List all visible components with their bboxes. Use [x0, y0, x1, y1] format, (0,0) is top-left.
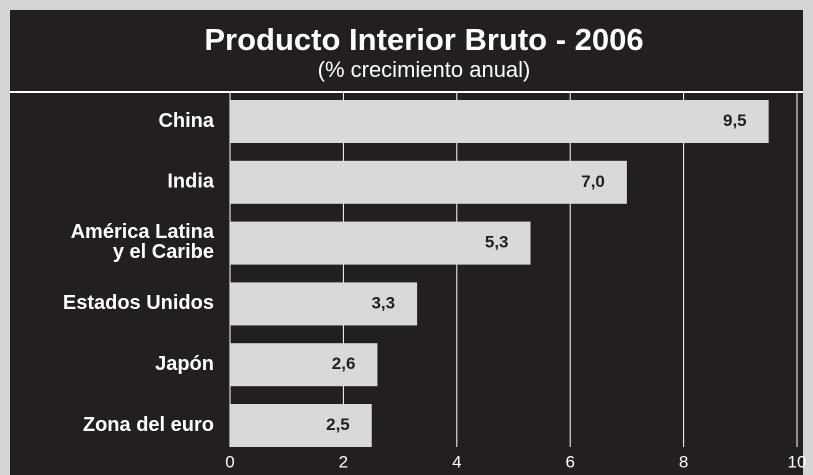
x-tick-label: 6: [565, 452, 574, 471]
value-label: 5,3: [485, 233, 509, 252]
y-tick-label: Estados Unidos: [63, 292, 214, 314]
x-tick-label: 8: [679, 452, 688, 471]
bar: [230, 282, 418, 326]
chart-title: Producto Interior Bruto - 2006: [204, 22, 643, 57]
bar: [230, 160, 627, 204]
value-label: 9,5: [723, 111, 747, 130]
y-tick-label: América Latina y el Caribe: [71, 221, 215, 263]
bar: [230, 404, 372, 447]
bar: [230, 343, 378, 387]
value-label: 2,5: [326, 415, 350, 434]
chart-subtitle: (% crecimiento anual): [318, 57, 531, 82]
bar: [230, 100, 769, 143]
bar: [230, 221, 531, 265]
value-label: 7,0: [581, 172, 605, 191]
y-tick-label: China: [158, 110, 214, 132]
value-label: 3,3: [371, 293, 395, 312]
y-tick-label: Zona del euro: [83, 414, 214, 436]
y-tick-label: Japón: [155, 353, 214, 375]
x-tick-label: 0: [225, 452, 234, 471]
x-tick-label: 4: [452, 452, 461, 471]
x-tick-label: 2: [339, 452, 348, 471]
value-label: 2,6: [332, 354, 356, 373]
x-tick-label: 10: [788, 452, 807, 471]
y-tick-label: India: [167, 171, 215, 193]
